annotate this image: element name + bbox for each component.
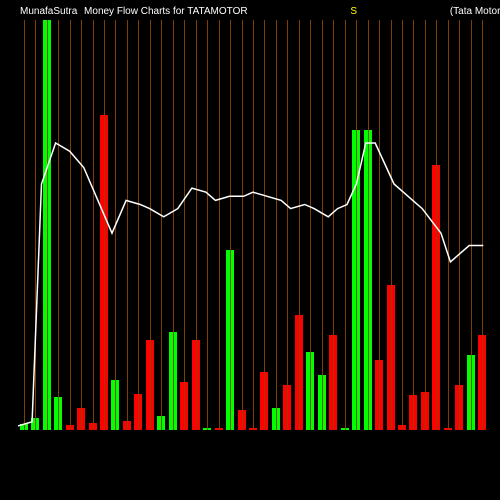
chart-title: MunafaSutra Money Flow Charts for TATAMO…: [20, 6, 480, 17]
grid-line: [413, 20, 414, 430]
grid-line: [184, 20, 185, 430]
grid-line: [402, 20, 403, 430]
grid-line: [242, 20, 243, 430]
grid-line: [104, 20, 105, 430]
grid-line: [207, 20, 208, 430]
grid-line: [161, 20, 162, 430]
grid-line: [81, 20, 82, 430]
grid-line: [379, 20, 380, 430]
grid-line: [310, 20, 311, 430]
grid-line: [345, 20, 346, 430]
grid-line: [299, 20, 300, 430]
grid-line: [93, 20, 94, 430]
grid-line: [368, 20, 369, 430]
grid-line: [436, 20, 437, 430]
title-mid: Money Flow Charts for TATAMOTOR: [84, 6, 248, 17]
grid-line: [333, 20, 334, 430]
title-sym: S: [350, 6, 357, 17]
plot-area: [18, 20, 488, 430]
grid-line: [459, 20, 460, 430]
chart-container: MunafaSutra Money Flow Charts for TATAMO…: [0, 0, 500, 500]
grid-line: [115, 20, 116, 430]
grid-line: [425, 20, 426, 430]
grid-line: [264, 20, 265, 430]
grid-line: [173, 20, 174, 430]
grid-line: [58, 20, 59, 430]
grid-line: [196, 20, 197, 430]
grid-line: [138, 20, 139, 430]
grid-line: [230, 20, 231, 430]
grid-line: [276, 20, 277, 430]
grid-line: [287, 20, 288, 430]
title-right: (Tata Motors Limit: [450, 6, 500, 17]
grid-line: [35, 20, 36, 430]
grid-line: [471, 20, 472, 430]
grid-line: [356, 20, 357, 430]
x-labels: A A1007.10 P01011.90 O (101.26%)1019.90 …: [18, 430, 488, 500]
grid-line: [219, 20, 220, 430]
grid-line: [24, 20, 25, 430]
grid-line: [150, 20, 151, 430]
grid-line: [482, 20, 483, 430]
grid-line: [253, 20, 254, 430]
brand-label: MunafaSutra: [20, 6, 77, 17]
grid-line: [47, 20, 48, 430]
grid-line: [127, 20, 128, 430]
grid-line: [448, 20, 449, 430]
grid-line: [70, 20, 71, 430]
grid-line: [391, 20, 392, 430]
grid-line: [322, 20, 323, 430]
